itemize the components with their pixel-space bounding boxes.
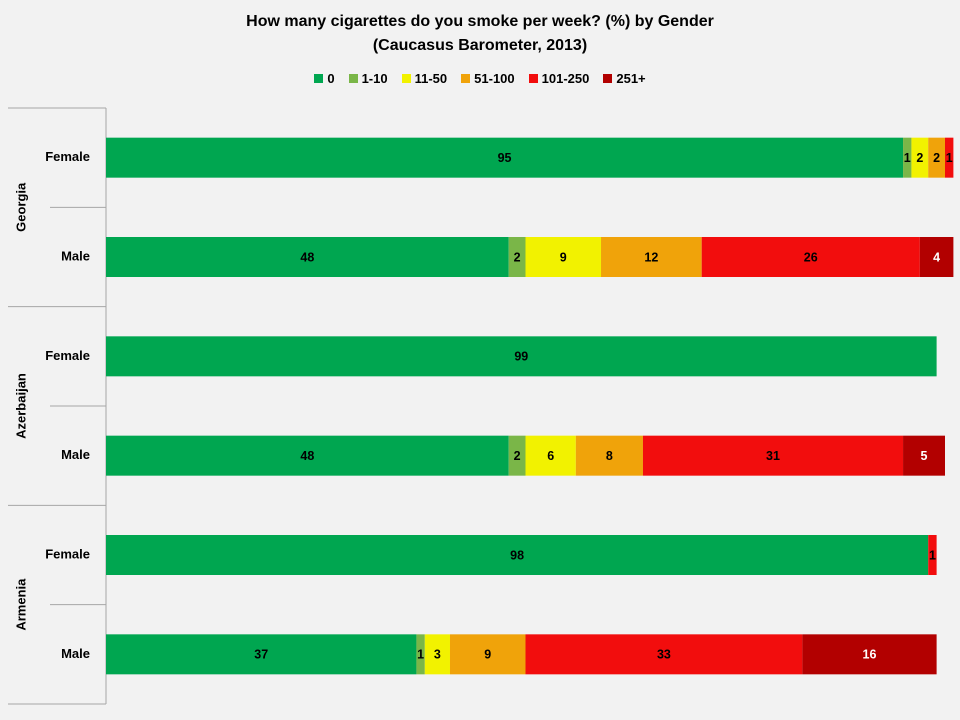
bar-segment: [642, 435, 904, 476]
data-label: 48: [300, 250, 314, 264]
data-label: 98: [510, 548, 524, 562]
bar-segment: [903, 137, 912, 178]
data-label: 33: [657, 648, 671, 662]
row-label: Male: [61, 248, 90, 263]
data-label: 1: [946, 151, 953, 165]
data-label: 1: [417, 648, 424, 662]
bar-segment: [106, 535, 929, 575]
data-label: 2: [933, 151, 940, 165]
bar-segment: [911, 137, 929, 178]
data-label: 1: [904, 151, 911, 165]
data-label: 16: [863, 648, 877, 662]
bar-segment: [416, 634, 425, 675]
bar-segment: [449, 634, 526, 675]
data-label: 26: [804, 250, 818, 264]
data-label: 37: [254, 648, 268, 662]
legend-label: 251+: [616, 71, 646, 86]
bar-segment: [525, 634, 803, 675]
legend-item-5: 251+: [603, 71, 646, 86]
bar-segment: [508, 237, 526, 277]
bar-segment: [701, 237, 920, 277]
data-label: 5: [921, 449, 928, 463]
bar-segment: [106, 634, 417, 675]
data-label: 3: [434, 648, 441, 662]
data-label: 2: [514, 449, 521, 463]
legend-item-2: 11-50: [401, 71, 448, 86]
legend-label: 51-100: [474, 71, 515, 86]
data-label: 9: [484, 648, 491, 662]
data-label: 8: [606, 449, 613, 463]
row-label: Male: [61, 447, 90, 462]
bar-segment: [945, 137, 954, 178]
legend-label: 101-250: [541, 71, 590, 86]
chart-title: How many cigarettes do you smoke per wee…: [246, 13, 714, 30]
bar-segment: [903, 435, 945, 476]
chart-legend: 0 1-10 11-50 51-100 101-250 251+: [0, 71, 960, 86]
data-label: 1: [929, 548, 936, 562]
row-label: Female: [45, 348, 90, 363]
data-label: 4: [933, 250, 940, 264]
legend-label: 0: [327, 71, 335, 86]
bar-segment: [525, 237, 602, 277]
legend-swatch: [314, 74, 324, 83]
row-label: Female: [45, 149, 90, 164]
bar-segment: [106, 435, 509, 476]
row-label: Male: [61, 646, 90, 661]
bar-segment: [508, 435, 526, 476]
chart-subtitle: (Caucasus Barometer, 2013): [372, 37, 588, 54]
legend-swatch: [348, 74, 358, 83]
legend-swatch: [461, 74, 471, 83]
group-label: Azerbaijan: [13, 373, 28, 439]
bar-segment: [106, 336, 937, 377]
bar-segment: [106, 237, 509, 277]
data-label: 99: [514, 350, 528, 364]
bar-segment: [802, 634, 937, 675]
data-label: 9: [560, 250, 567, 264]
legend-swatch: [528, 74, 538, 83]
legend-swatch: [401, 74, 411, 83]
data-label: 95: [498, 151, 512, 165]
bar-segment: [928, 137, 945, 178]
legend-item-0: 0: [314, 71, 335, 86]
legend-item-4: 101-250: [528, 71, 590, 86]
legend-item-3: 51-100: [461, 71, 515, 86]
data-label: 2: [916, 151, 923, 165]
bar-segment: [525, 435, 576, 476]
bar-segment: [106, 137, 904, 178]
data-label: 48: [300, 449, 314, 463]
bar-segment: [928, 535, 937, 575]
row-label: Female: [45, 546, 90, 561]
data-label: 2: [514, 250, 521, 264]
legend-item-1: 1-10: [348, 71, 388, 86]
bar-segment: [575, 435, 643, 476]
legend-swatch: [603, 74, 613, 83]
group-label: Georgia: [13, 182, 28, 232]
bar-segment: [601, 237, 702, 277]
legend-label: 11-50: [414, 71, 448, 86]
data-label: 6: [547, 449, 554, 463]
legend-label: 1-10: [361, 71, 388, 86]
group-label: Armenia: [13, 578, 28, 631]
data-label: 12: [644, 250, 658, 264]
bar-segment: [424, 634, 450, 675]
bar-segment: [919, 237, 954, 277]
data-label: 31: [766, 449, 780, 463]
